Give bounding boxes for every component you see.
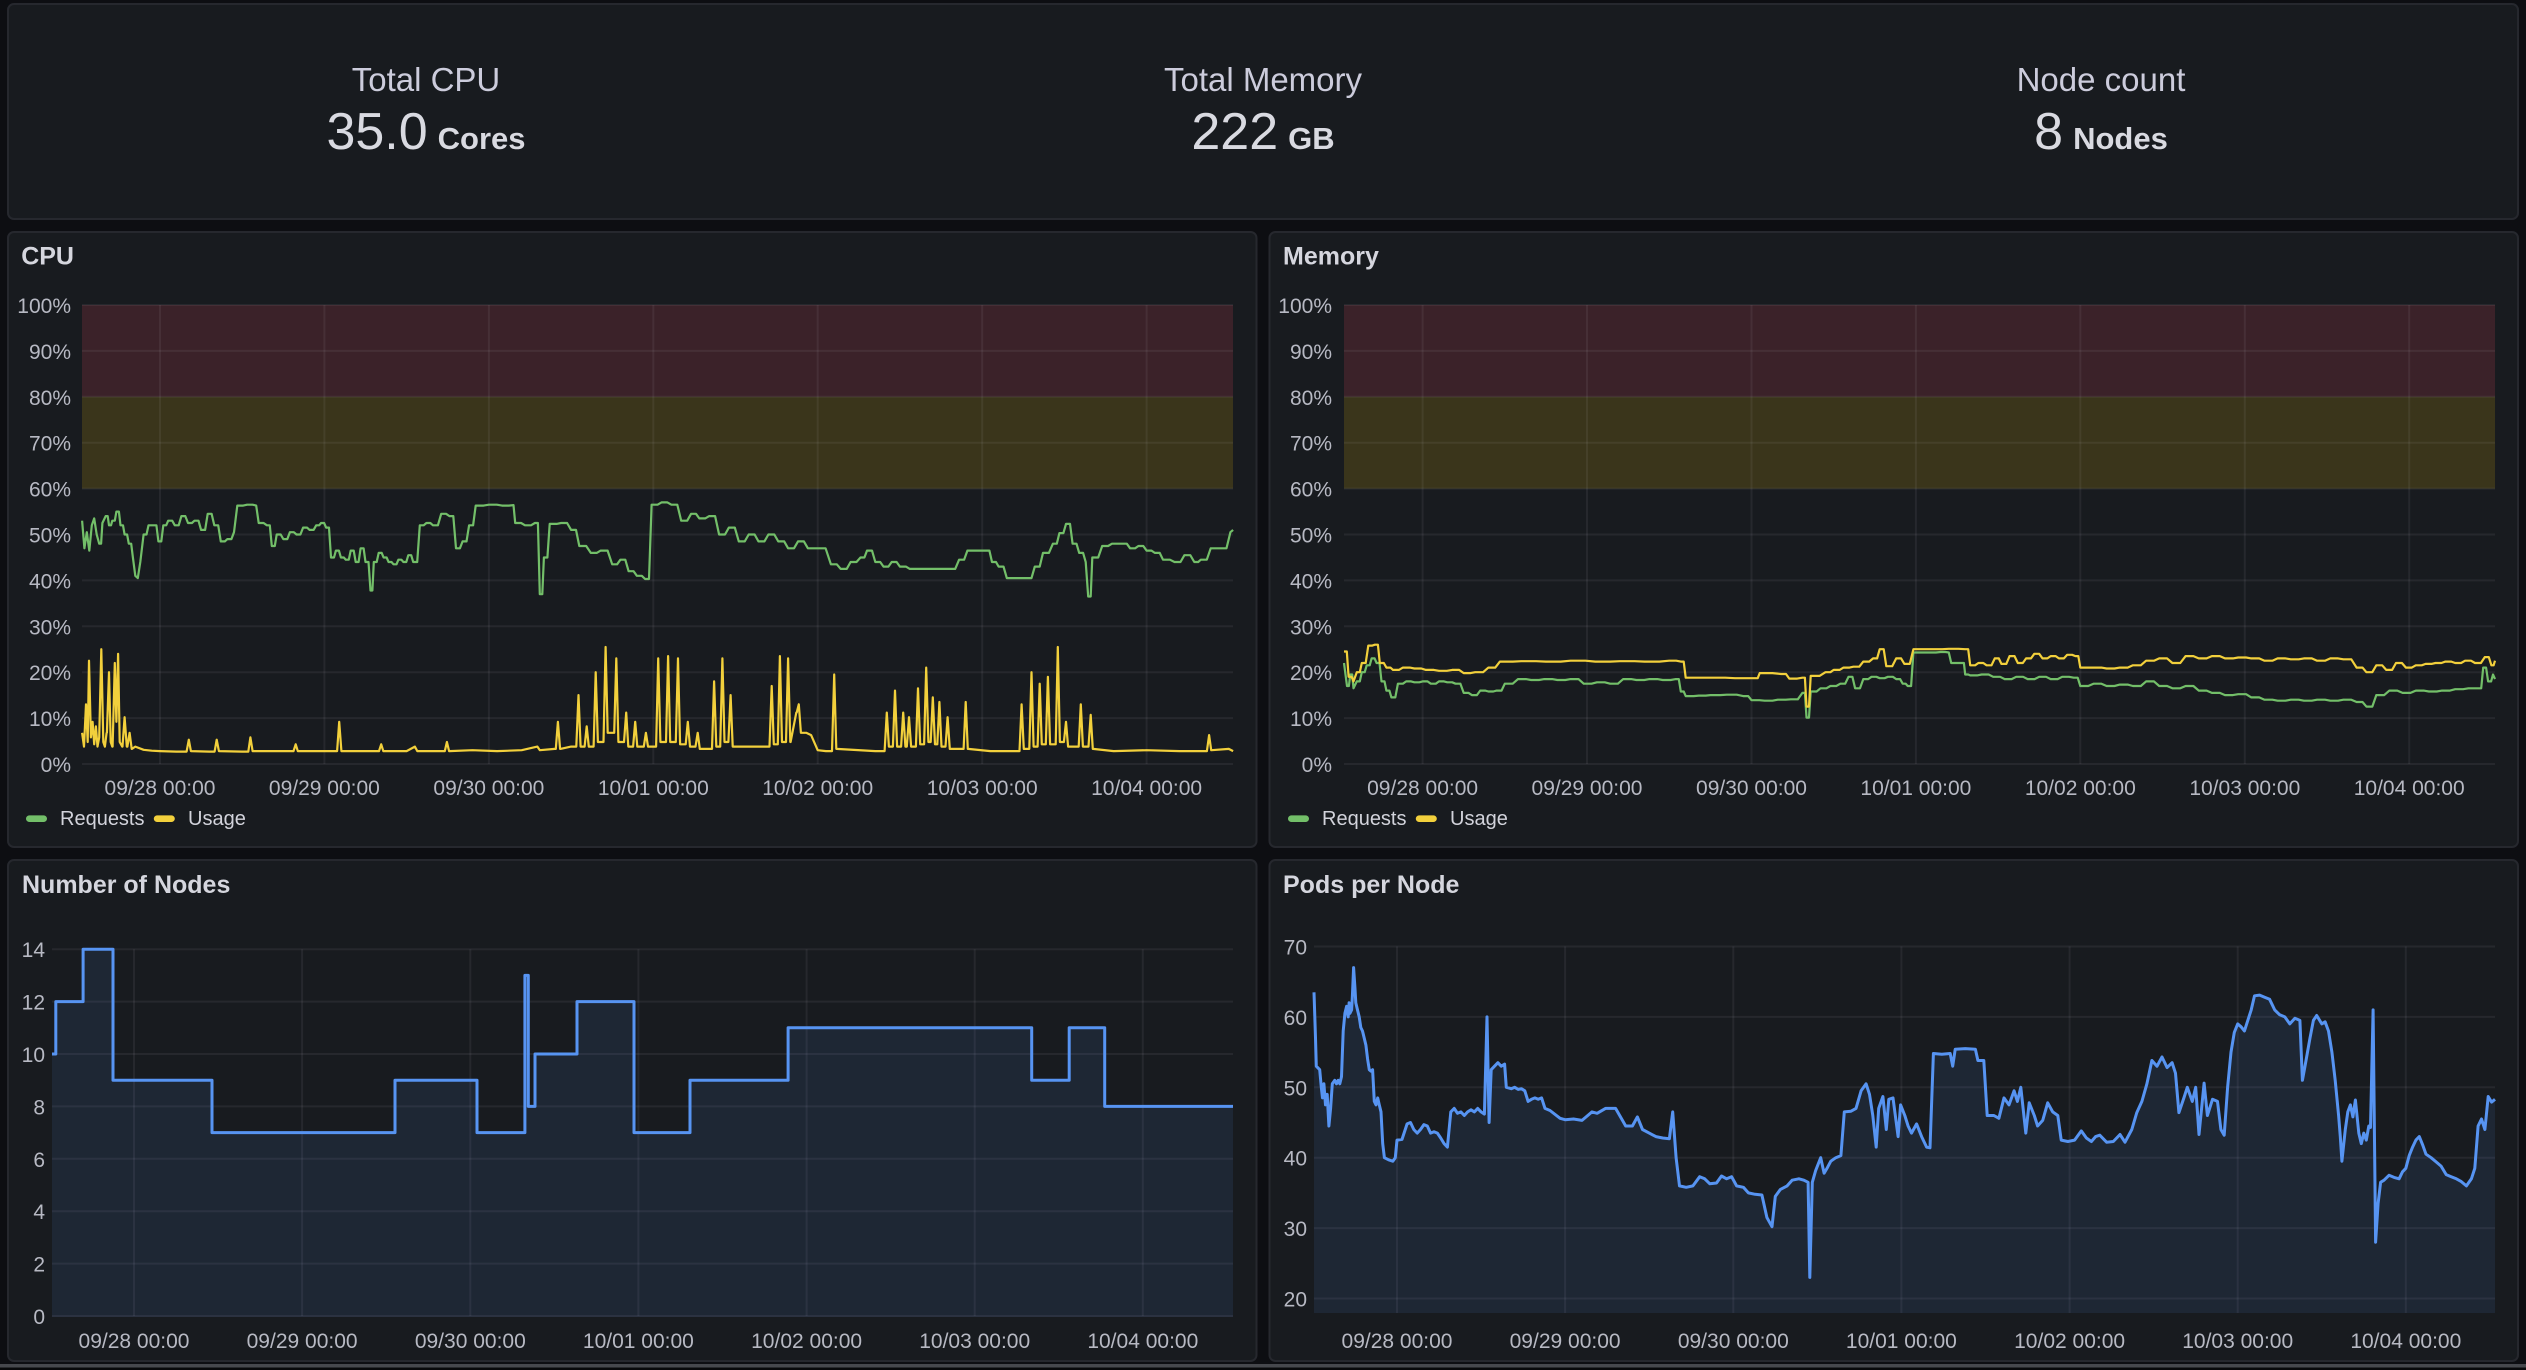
svg-text:09/29 00:00: 09/29 00:00 (247, 1330, 358, 1353)
svg-text:Total Memory: Total Memory (1164, 61, 1363, 98)
svg-text:70%: 70% (29, 433, 71, 456)
svg-text:10/01 00:00: 10/01 00:00 (1860, 777, 1971, 800)
svg-text:10/01 00:00: 10/01 00:00 (598, 777, 709, 800)
svg-text:09/28 00:00: 09/28 00:00 (105, 777, 216, 800)
svg-text:6: 6 (33, 1149, 45, 1172)
svg-text:Usage: Usage (1450, 808, 1508, 830)
svg-text:30%: 30% (29, 616, 71, 639)
svg-text:10/04 00:00: 10/04 00:00 (1087, 1330, 1198, 1353)
svg-text:20%: 20% (1290, 662, 1332, 685)
svg-text:70: 70 (1284, 937, 1307, 960)
svg-text:50%: 50% (1290, 525, 1332, 548)
svg-text:20%: 20% (29, 662, 71, 685)
svg-text:30: 30 (1284, 1218, 1307, 1241)
svg-text:10/03 00:00: 10/03 00:00 (2189, 777, 2300, 800)
svg-text:100%: 100% (17, 295, 71, 318)
svg-text:12: 12 (22, 992, 45, 1015)
svg-text:50: 50 (1284, 1077, 1307, 1100)
svg-text:10/04 00:00: 10/04 00:00 (2354, 777, 2465, 800)
svg-text:90%: 90% (1290, 341, 1332, 364)
svg-text:10/02 00:00: 10/02 00:00 (762, 777, 873, 800)
svg-text:Node count: Node count (2017, 61, 2186, 98)
svg-text:10/04 00:00: 10/04 00:00 (1091, 777, 1202, 800)
svg-text:09/30 00:00: 09/30 00:00 (433, 777, 544, 800)
svg-text:10/03 00:00: 10/03 00:00 (919, 1330, 1030, 1353)
svg-text:0%: 0% (41, 754, 71, 777)
svg-text:10/01 00:00: 10/01 00:00 (583, 1330, 694, 1353)
svg-text:Total CPU: Total CPU (352, 61, 501, 98)
svg-text:10/02 00:00: 10/02 00:00 (2025, 777, 2136, 800)
svg-text:100%: 100% (1278, 295, 1332, 318)
svg-text:60%: 60% (1290, 479, 1332, 502)
svg-text:09/29 00:00: 09/29 00:00 (1532, 777, 1643, 800)
svg-text:10%: 10% (1290, 708, 1332, 731)
svg-text:60: 60 (1284, 1007, 1307, 1030)
svg-text:8: 8 (33, 1096, 45, 1119)
svg-text:Requests: Requests (60, 808, 145, 830)
svg-text:CPU: CPU (21, 243, 74, 271)
svg-text:10: 10 (22, 1044, 45, 1067)
svg-text:Number of Nodes: Number of Nodes (22, 871, 230, 899)
svg-text:09/30 00:00: 09/30 00:00 (1678, 1330, 1789, 1353)
svg-text:30%: 30% (1290, 616, 1332, 639)
svg-text:0%: 0% (1302, 754, 1332, 777)
svg-text:10/02 00:00: 10/02 00:00 (2014, 1330, 2125, 1353)
svg-text:80%: 80% (29, 387, 71, 410)
svg-text:40%: 40% (29, 570, 71, 593)
svg-text:Pods per Node: Pods per Node (1283, 871, 1460, 899)
svg-text:20: 20 (1284, 1289, 1307, 1312)
svg-text:90%: 90% (29, 341, 71, 364)
svg-text:50%: 50% (29, 525, 71, 548)
svg-text:10/03 00:00: 10/03 00:00 (927, 777, 1038, 800)
svg-text:4: 4 (33, 1201, 45, 1224)
svg-text:10/04 00:00: 10/04 00:00 (2350, 1330, 2461, 1353)
svg-text:2: 2 (33, 1254, 45, 1277)
svg-text:70%: 70% (1290, 433, 1332, 456)
svg-text:Memory: Memory (1283, 243, 1379, 271)
svg-text:Requests: Requests (1322, 808, 1407, 830)
svg-text:09/28 00:00: 09/28 00:00 (1367, 777, 1478, 800)
svg-text:40%: 40% (1290, 570, 1332, 593)
svg-text:10/03 00:00: 10/03 00:00 (2182, 1330, 2293, 1353)
svg-text:60%: 60% (29, 479, 71, 502)
svg-text:Usage: Usage (188, 808, 246, 830)
svg-text:09/28 00:00: 09/28 00:00 (1342, 1330, 1453, 1353)
svg-text:09/30 00:00: 09/30 00:00 (415, 1330, 526, 1353)
svg-text:10/01 00:00: 10/01 00:00 (1846, 1330, 1957, 1353)
svg-text:0: 0 (33, 1306, 45, 1329)
svg-text:10%: 10% (29, 708, 71, 731)
svg-text:09/30 00:00: 09/30 00:00 (1696, 777, 1807, 800)
svg-text:80%: 80% (1290, 387, 1332, 410)
svg-text:10/02 00:00: 10/02 00:00 (751, 1330, 862, 1353)
svg-text:14: 14 (22, 939, 46, 962)
svg-text:09/28 00:00: 09/28 00:00 (79, 1330, 190, 1353)
svg-text:40: 40 (1284, 1148, 1307, 1171)
svg-text:09/29 00:00: 09/29 00:00 (1510, 1330, 1621, 1353)
svg-text:09/29 00:00: 09/29 00:00 (269, 777, 380, 800)
